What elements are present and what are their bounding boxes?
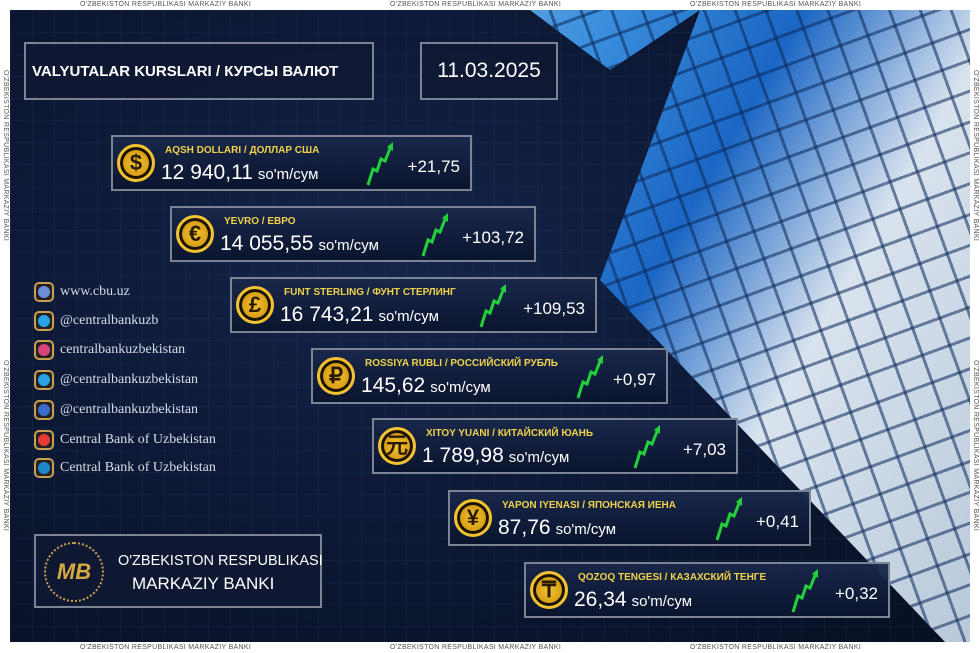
rate-value: 26,34 <box>574 588 627 611</box>
euro-coin-icon: € <box>176 215 214 253</box>
rate-value: 87,76 <box>498 516 551 539</box>
rate-unit: so'm/сум <box>318 237 379 254</box>
social-link[interactable]: www.cbu.uz <box>34 282 130 302</box>
bank-name-line1: O'ZBEKISTON RESPUBLIKASI <box>118 553 323 569</box>
currency-name: AQSH DOLLARI / ДОЛЛАР США <box>165 145 320 156</box>
rate-value: 16 743,21 <box>280 303 374 326</box>
social-link[interactable]: @centralbankuzb <box>34 311 158 331</box>
watermark: O'ZBEKISTON RESPUBLIKASI MARKAZIY BANKI <box>80 1 252 8</box>
social-text: @centralbankuzb <box>60 313 159 328</box>
rate-unit: so'm/сум <box>508 449 570 466</box>
rate-change: +21,75 <box>407 157 460 176</box>
currency-card: € YEVRO / ЕВРО 14 055,55 so'm/сум +103,72 <box>170 206 536 262</box>
instagram-icon <box>34 340 54 360</box>
rate-unit: so'm/сум <box>555 521 617 538</box>
currency-rate: 12 940,11 so'm/сум <box>161 160 318 188</box>
social-text: centralbankuzbekistan <box>60 342 186 357</box>
facebook-icon <box>34 400 54 420</box>
linkedin-icon <box>34 458 54 478</box>
watermark: O'ZBEKISTON RESPUBLIKASI MARKAZIY BANKI <box>390 1 562 8</box>
rate-unit: so'm/сум <box>257 166 319 183</box>
watermark: O'ZBEKISTON RESPUBLIKASI MARKAZIY BANKI <box>80 644 252 651</box>
currency-rate: 14 055,55 so'm/сум <box>220 231 379 259</box>
rate-change: +103,72 <box>462 228 524 247</box>
rate-change: +0,97 <box>612 370 656 389</box>
pound-coin-icon: £ <box>236 286 274 324</box>
rate-value: 14 055,55 <box>220 232 314 255</box>
up-trend-arrow-icon <box>715 497 742 541</box>
website-icon <box>34 282 54 302</box>
tenge-coin-icon: ₸ <box>530 571 568 609</box>
yen-coin-icon: ¥ <box>454 499 492 537</box>
up-trend-arrow-icon <box>479 284 506 328</box>
watermark: O'ZBEKISTON RESPUBLIKASI MARKAZIY BANKI <box>2 70 9 242</box>
up-trend-arrow-icon <box>633 425 660 469</box>
currency-name: QOZOQ TENGESI / КАЗАХСКИЙ ТЕНГЕ <box>578 572 767 583</box>
rate-unit: so'm/сум <box>631 593 693 610</box>
social-link[interactable]: centralbankuzbekistan <box>34 340 185 360</box>
yuan-coin-icon: 元 <box>378 427 416 465</box>
twitter-icon <box>34 311 54 331</box>
youtube-icon <box>34 430 54 450</box>
social-text: www.cbu.uz <box>60 284 130 299</box>
currency-card: ₽ ROSSIYA RUBLI / РОССИЙСКИЙ РУБЛЬ 145,6… <box>311 348 668 404</box>
dollar-coin-icon: $ <box>117 144 155 182</box>
bank-logo-block: MB O'ZBEKISTON RESPUBLIKASI MARKAZIY BAN… <box>34 534 323 608</box>
up-trend-arrow-icon <box>421 213 448 257</box>
currency-name: FUNT STERLING / ФУНТ СТЕРЛИНГ <box>284 287 456 298</box>
social-text: @centralbankuzbekistan <box>60 402 199 417</box>
rate-value: 1 789,98 <box>422 444 504 467</box>
rate-change: +0,32 <box>834 584 878 603</box>
social-text: @centralbankuzbekistan <box>60 372 199 387</box>
currency-name: XITOY YUANI / КИТАЙСКИЙ ЮАНЬ <box>426 428 594 439</box>
up-trend-arrow-icon <box>366 142 393 186</box>
social-text: Central Bank of Uzbekistan <box>60 432 216 447</box>
currency-rate: 87,76 so'm/сум <box>498 515 616 543</box>
rate-unit: so'm/сум <box>430 379 491 396</box>
currency-name: ROSSIYA RUBLI / РОССИЙСКИЙ РУБЛЬ <box>365 358 558 369</box>
social-text: Central Bank of Uzbekistan <box>60 460 216 475</box>
currency-card: ₸ QOZOQ TENGESI / КАЗАХСКИЙ ТЕНГЕ 26,34 s… <box>524 562 890 618</box>
currency-card: £ FUNT STERLING / ФУНТ СТЕРЛИНГ 16 743,2… <box>230 277 597 333</box>
rate-value: 145,62 <box>361 374 426 397</box>
currency-card: 元 XITOY YUANI / КИТАЙСКИЙ ЮАНЬ 1 789,98 s… <box>372 418 738 474</box>
social-link[interactable]: @centralbankuzbekistan <box>34 370 198 390</box>
watermark: O'ZBEKISTON RESPUBLIKASI MARKAZIY BANKI <box>972 70 979 242</box>
rate-value: 12 940,11 <box>161 161 253 184</box>
date-label: 11.03.2025 <box>420 42 558 100</box>
page-title: VALYUTALAR KURSLARI / КУРСЫ ВАЛЮТ <box>24 42 374 100</box>
bank-name-line2: MARKAZIY BANKI <box>132 574 275 593</box>
ruble-coin-icon: ₽ <box>317 357 355 395</box>
currency-rate: 145,62 so'm/сум <box>361 373 491 401</box>
social-link[interactable]: Central Bank of Uzbekistan <box>34 430 216 450</box>
currency-card: ¥ YAPON IYENASI / ЯПОНСКАЯ ИЕНА 87,76 so'… <box>448 490 811 546</box>
social-link[interactable]: @centralbankuzbekistan <box>34 400 198 420</box>
bank-logo-icon: MB <box>44 542 104 602</box>
up-trend-arrow-icon <box>576 355 603 399</box>
watermark: O'ZBEKISTON RESPUBLIKASI MARKAZIY BANKI <box>972 360 979 532</box>
currency-rate: 1 789,98 so'm/сум <box>422 443 569 471</box>
rate-change: +7,03 <box>682 440 726 459</box>
watermark: O'ZBEKISTON RESPUBLIKASI MARKAZIY BANKI <box>690 644 862 651</box>
watermark: O'ZBEKISTON RESPUBLIKASI MARKAZIY BANKI <box>2 360 9 532</box>
currency-name: YAPON IYENASI / ЯПОНСКАЯ ИЕНА <box>502 500 676 511</box>
currency-rate: 26,34 so'm/сум <box>574 587 692 615</box>
infographic: VALYUTALAR KURSLARI / КУРСЫ ВАЛЮТ 11.03.… <box>10 10 970 642</box>
rate-change: +109,53 <box>523 299 585 318</box>
currency-card: $ AQSH DOLLARI / ДОЛЛАР США 12 940,11 so'… <box>111 135 472 191</box>
up-trend-arrow-icon <box>791 569 818 613</box>
watermark: O'ZBEKISTON RESPUBLIKASI MARKAZIY BANKI <box>390 644 562 651</box>
watermark: O'ZBEKISTON RESPUBLIKASI MARKAZIY BANKI <box>690 1 862 8</box>
currency-rate: 16 743,21 so'm/сум <box>280 302 439 330</box>
rate-change: +0,41 <box>755 512 799 531</box>
currency-name: YEVRO / ЕВРО <box>224 216 296 227</box>
rate-unit: so'm/сум <box>378 308 439 325</box>
social-link[interactable]: Central Bank of Uzbekistan <box>34 458 216 478</box>
telegram-icon <box>34 370 54 390</box>
